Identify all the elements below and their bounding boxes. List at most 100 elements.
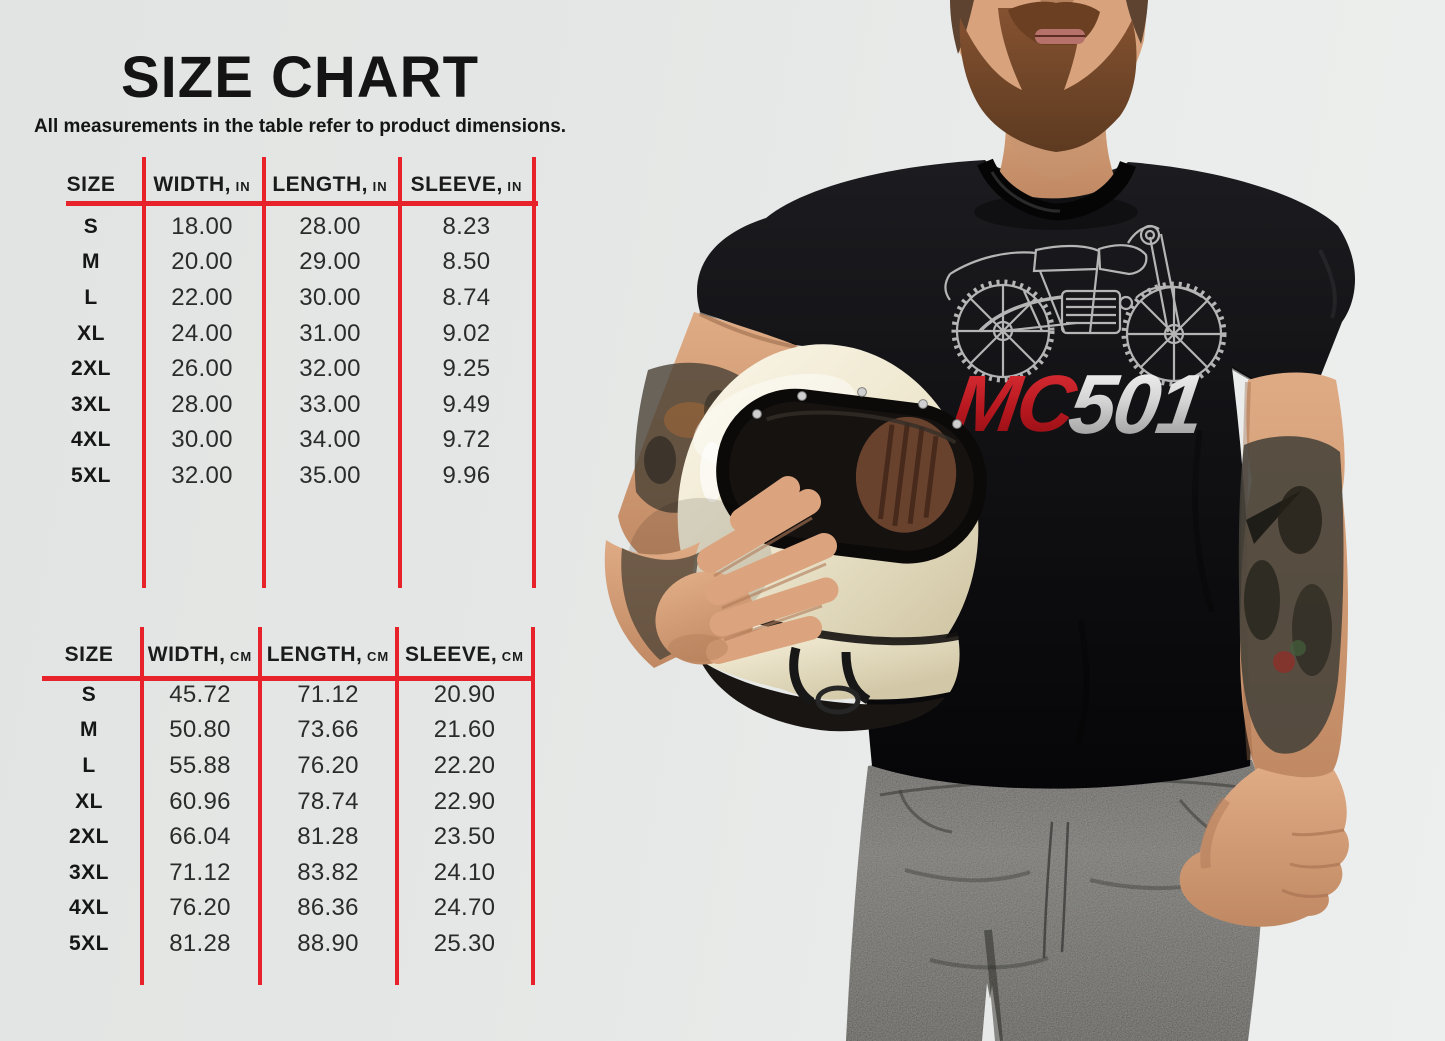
right-arm — [1179, 372, 1349, 927]
cell-width: 50.80 — [169, 716, 231, 744]
column-header: SIZE — [66, 173, 116, 196]
size-row: 3XL 28.00 33.00 9.49 — [40, 387, 536, 423]
cell-size: M — [80, 718, 98, 742]
cell-width: 60.96 — [169, 787, 231, 815]
cell-length: 35.00 — [299, 461, 361, 489]
cell-width: 28.00 — [171, 390, 233, 418]
cell-size: L — [84, 285, 98, 309]
table-divider-line — [532, 157, 536, 588]
size-row: 3XL 71.12 83.82 24.10 — [38, 855, 535, 891]
cell-size: S — [83, 214, 99, 238]
size-row: S 45.72 71.12 20.90 — [38, 677, 535, 713]
cell-sleeve: 22.90 — [433, 787, 496, 815]
table-body: S 18.00 28.00 8.23 M 20.00 29.00 8.50 L 22.00 30.0… — [40, 209, 536, 494]
cell-size: 2XL — [68, 825, 109, 849]
face-and-neck — [950, 0, 1148, 221]
cell-width: 26.00 — [171, 355, 233, 383]
shirt-graphic: MC 501 — [944, 224, 1227, 451]
table-body: S 45.72 71.12 20.90 M 50.80 73.66 21.60 L 55.88 76… — [38, 677, 535, 962]
cell-length: 29.00 — [299, 248, 361, 276]
table-divider-line — [142, 157, 146, 588]
cell-size: 5XL — [70, 463, 111, 487]
cell-length: 73.66 — [297, 716, 359, 744]
cell-size: L — [82, 753, 96, 777]
product-photo: MC 501 — [604, 0, 1355, 1041]
cell-length: 71.12 — [297, 680, 359, 708]
cell-length: 88.90 — [297, 929, 359, 957]
cell-size: M — [82, 250, 100, 274]
cell-size: 3XL — [70, 392, 111, 416]
helmet-rivets — [752, 387, 962, 429]
size-row: S 18.00 28.00 8.23 — [40, 209, 536, 245]
table-header-row: SIZE WIDTH, CM LENGTH, CM SLEEVE, CM — [38, 627, 535, 677]
column-header: SLEEVE, CM — [404, 643, 525, 666]
cell-length: 86.36 — [297, 894, 359, 922]
table-divider-line — [140, 627, 144, 985]
cell-sleeve: 9.72 — [442, 426, 491, 454]
cell-sleeve: 20.90 — [433, 680, 496, 708]
size-row: 4XL 30.00 34.00 9.72 — [40, 423, 536, 459]
size-row: 5XL 81.28 88.90 25.30 — [38, 926, 535, 962]
cell-sleeve: 24.70 — [433, 894, 496, 922]
size-table-centimeters: SIZE WIDTH, CM LENGTH, CM SLEEVE, CM S 45.72… — [38, 627, 535, 985]
cell-sleeve: 9.25 — [442, 355, 491, 383]
cell-width: 22.00 — [171, 283, 233, 311]
table-header-rule — [66, 201, 538, 206]
cell-sleeve: 9.02 — [442, 319, 491, 347]
cell-width: 32.00 — [171, 461, 233, 489]
column-header: LENGTH, CM — [266, 643, 390, 666]
size-row: 4XL 76.20 86.36 24.70 — [38, 891, 535, 927]
cell-sleeve: 22.20 — [433, 751, 496, 779]
cell-size: XL — [77, 321, 105, 345]
cell-sleeve: 8.50 — [442, 248, 491, 276]
cell-width: 71.12 — [169, 858, 231, 886]
cell-size: 4XL — [70, 428, 111, 452]
left-hand — [604, 476, 839, 668]
size-row: L 22.00 30.00 8.74 — [40, 280, 536, 316]
size-row: M 50.80 73.66 21.60 — [38, 713, 535, 749]
cell-width: 76.20 — [169, 894, 231, 922]
helmet-strap — [789, 646, 871, 715]
cell-length: 28.00 — [299, 212, 361, 240]
size-row: L 55.88 76.20 22.20 — [38, 748, 535, 784]
column-header: WIDTH, CM — [147, 643, 253, 666]
cell-sleeve: 9.49 — [442, 390, 491, 418]
cell-length: 33.00 — [299, 390, 361, 418]
cell-width: 24.00 — [171, 319, 233, 347]
column-header: SLEEVE, IN — [410, 173, 523, 196]
shirt-text-model: 501 — [1063, 357, 1207, 451]
table-header-rule — [42, 676, 533, 681]
cell-sleeve: 21.60 — [433, 716, 496, 744]
cell-size: XL — [75, 789, 103, 813]
cell-length: 30.00 — [299, 283, 361, 311]
size-table-inches: SIZE WIDTH, IN LENGTH, IN SLEEVE, IN S 18.00… — [40, 157, 538, 588]
column-header: WIDTH, IN — [153, 173, 251, 196]
page-title: SIZE CHART — [121, 45, 479, 110]
cell-width: 66.04 — [169, 823, 231, 851]
cell-width: 81.28 — [169, 929, 231, 957]
cell-length: 31.00 — [299, 319, 361, 347]
cell-length: 32.00 — [299, 355, 361, 383]
cell-sleeve: 24.10 — [433, 858, 496, 886]
cell-width: 45.72 — [169, 680, 231, 708]
table-divider-line — [258, 627, 262, 985]
cell-sleeve: 23.50 — [433, 823, 496, 851]
motorcycle-line-art — [944, 224, 1227, 387]
cell-size: 3XL — [68, 860, 109, 884]
size-row: XL 24.00 31.00 9.02 — [40, 316, 536, 352]
size-chart-panel: SIZE CHART All measurements in the table… — [0, 0, 600, 1041]
cell-width: 55.88 — [169, 751, 231, 779]
cell-sleeve: 8.23 — [442, 212, 491, 240]
cell-sleeve: 25.30 — [433, 929, 496, 957]
cell-size: S — [81, 682, 97, 706]
cell-size: 4XL — [68, 896, 109, 920]
size-row: 2XL 26.00 32.00 9.25 — [40, 351, 536, 387]
cell-size: 5XL — [68, 931, 109, 955]
cell-width: 20.00 — [171, 248, 233, 276]
table-divider-line — [395, 627, 399, 985]
jeans — [846, 751, 1264, 1041]
cell-length: 34.00 — [299, 426, 361, 454]
column-header: SIZE — [64, 643, 114, 666]
cell-sleeve: 9.96 — [442, 461, 491, 489]
